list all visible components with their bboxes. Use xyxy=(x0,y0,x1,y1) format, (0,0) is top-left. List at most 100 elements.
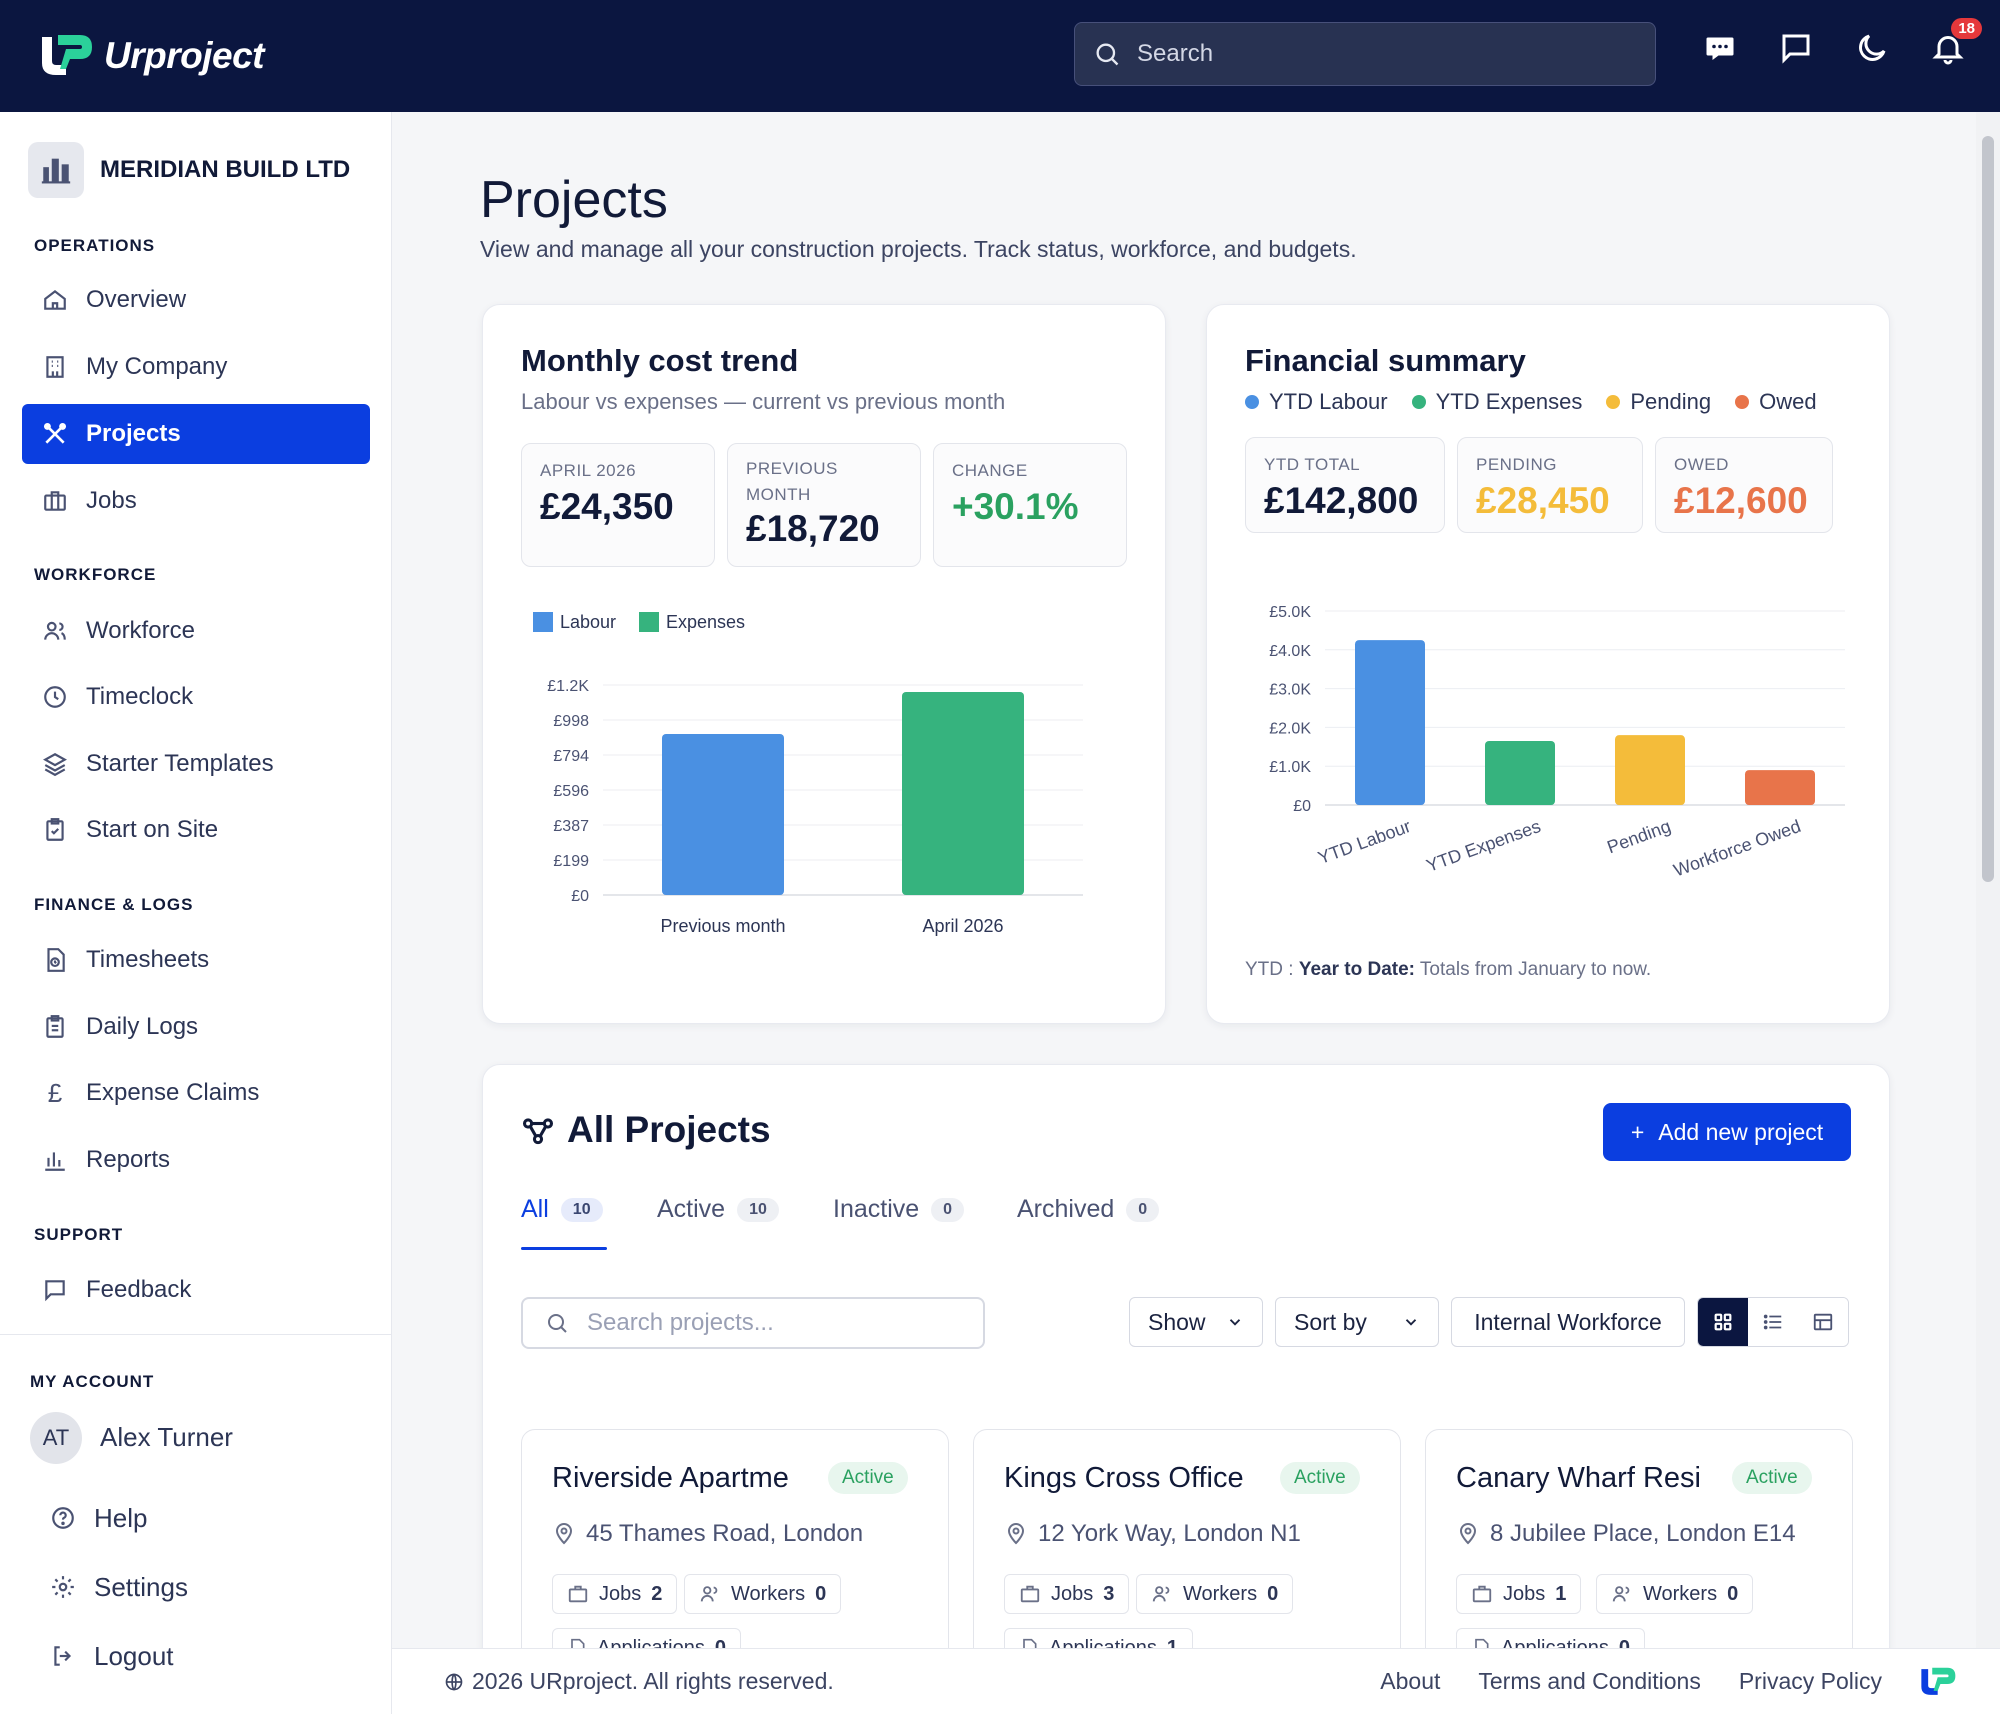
y-tick-label: £794 xyxy=(553,748,589,765)
message-square-icon xyxy=(45,1280,65,1302)
message-square-icon[interactable] xyxy=(1778,30,1814,66)
moon-icon[interactable] xyxy=(1854,30,1890,66)
project-network-icon xyxy=(522,1118,554,1145)
project-address: 12 York Way, London N1 xyxy=(1004,1520,1301,1548)
sidebar-item-daily-logs[interactable]: Daily Logs xyxy=(22,997,370,1057)
footer-link-privacy[interactable]: Privacy Policy xyxy=(1738,1668,1882,1694)
briefcase-icon xyxy=(568,1585,588,1603)
chat-bubble-icon[interactable] xyxy=(1702,30,1738,66)
map-pin-icon xyxy=(1007,1523,1025,1545)
status-badge: Active xyxy=(828,1462,908,1494)
internal-workforce-filter[interactable]: Internal Workforce xyxy=(1451,1297,1685,1347)
urproject-logo-icon xyxy=(42,35,92,75)
sidebar-item-label: Feedback xyxy=(86,1276,192,1303)
bar-ytd-expenses xyxy=(1485,740,1555,805)
bar-labour xyxy=(662,734,784,895)
tab-active[interactable]: Active 10 xyxy=(657,1195,779,1224)
sidebar-item-feedback[interactable]: Feedback xyxy=(22,1260,370,1320)
sidebar-item-label: My Company xyxy=(86,353,228,380)
main-content: Projects View and manage all your constr… xyxy=(392,112,1972,1704)
sidebar-item-label: Jobs xyxy=(86,487,137,514)
financial-summary-card: Financial summary YTD Labour YTD Expense… xyxy=(1206,304,1890,1024)
plus-icon: + xyxy=(1630,1118,1645,1145)
legend-pending: Pending xyxy=(1606,389,1711,415)
sidebar-item-timeclock[interactable]: Timeclock xyxy=(22,667,370,727)
y-tick-label: £1.2K xyxy=(547,678,589,695)
sidebar-item-logout[interactable]: Logout xyxy=(30,1626,378,1686)
x-tick-label: YTD Labour xyxy=(1315,816,1413,868)
company-name: MERIDIAN BUILD LTD xyxy=(100,156,351,183)
sidebar-item-my-company[interactable]: My Company xyxy=(22,337,370,397)
sidebar-item-expense-claims[interactable]: £ Expense Claims xyxy=(22,1063,370,1123)
stat-ytd-total: YTD TOTAL £142,800 xyxy=(1245,437,1445,533)
sidebar-item-workforce[interactable]: Workforce xyxy=(22,601,370,661)
search-placeholder: Search projects... xyxy=(587,1309,774,1336)
list-view-button[interactable] xyxy=(1748,1298,1798,1346)
ytd-footnote: YTD : Year to Date: Totals from January … xyxy=(1245,959,1652,980)
sidebar-item-reports[interactable]: Reports xyxy=(22,1130,370,1190)
sidebar-item-settings[interactable]: Settings xyxy=(30,1557,378,1617)
project-card[interactable]: Riverside Apartme Active 45 Thames Road,… xyxy=(521,1429,949,1689)
pound-icon: £ xyxy=(47,1077,63,1108)
sidebar-item-jobs[interactable]: Jobs xyxy=(22,471,370,531)
legend-label: Labour xyxy=(560,612,616,632)
sidebar-item-overview[interactable]: Overview xyxy=(22,270,370,330)
footer-link-terms[interactable]: Terms and Conditions xyxy=(1478,1668,1701,1694)
monthly-cost-trend-card: Monthly cost trend Labour vs expenses — … xyxy=(482,304,1166,1024)
company-switcher[interactable]: MERIDIAN BUILD LTD xyxy=(28,142,350,198)
sidebar-item-label: Daily Logs xyxy=(86,1013,199,1040)
sidebar-item-help[interactable]: Help xyxy=(30,1488,378,1548)
grid-view-button[interactable] xyxy=(1698,1298,1748,1346)
status-badge: Active xyxy=(1732,1462,1812,1494)
legend-owed: Owed xyxy=(1735,389,1817,415)
sidebar-item-label: Starter Templates xyxy=(86,750,274,777)
show-select[interactable]: Show xyxy=(1129,1297,1263,1347)
users-icon xyxy=(1612,1586,1630,1602)
scrollbar-thumb[interactable] xyxy=(1982,136,1994,882)
avatar[interactable]: AT xyxy=(30,1412,82,1464)
footer-link-about[interactable]: About xyxy=(1380,1668,1441,1694)
sidebar-item-start-on-site[interactable]: Start on Site xyxy=(22,800,370,860)
add-project-button[interactable]: + Add new project xyxy=(1603,1103,1851,1161)
tab-all[interactable]: All 10 xyxy=(521,1195,607,1250)
project-card[interactable]: Canary Wharf Resi Active 8 Jubilee Place… xyxy=(1425,1429,1853,1689)
bar-expenses xyxy=(902,692,1024,895)
user-name[interactable]: Alex Turner xyxy=(100,1422,233,1452)
sidebar-item-projects[interactable]: Projects xyxy=(22,404,370,464)
sort-by-select[interactable]: Sort by xyxy=(1275,1297,1439,1347)
y-tick-label: £1.0K xyxy=(1269,759,1311,776)
table-view-button[interactable] xyxy=(1798,1298,1848,1346)
tab-inactive[interactable]: Inactive 0 xyxy=(833,1195,965,1224)
search-placeholder: Search xyxy=(1137,40,1214,67)
legend-label: Expenses xyxy=(666,612,745,632)
workers-chip: Workers 0 xyxy=(1136,1574,1294,1614)
map-pin-icon xyxy=(555,1523,573,1545)
workers-chip: Workers 0 xyxy=(684,1574,842,1614)
brand-name: Urproject xyxy=(104,35,264,76)
file-clock-icon xyxy=(47,948,65,972)
sidebar-item-label: Reports xyxy=(86,1146,171,1173)
project-name: Riverside Apartme xyxy=(552,1462,789,1494)
project-card[interactable]: Kings Cross Office Active 12 York Way, L… xyxy=(973,1429,1401,1689)
stat-value: £28,450 xyxy=(1476,480,1610,521)
workers-chip: Workers 0 xyxy=(1596,1574,1754,1614)
briefcase-icon xyxy=(44,491,66,511)
tab-archived[interactable]: Archived 0 xyxy=(1017,1195,1160,1224)
legend-ytd-labour: YTD Labour xyxy=(1245,389,1388,415)
page-scrollbar[interactable] xyxy=(1976,112,2000,1648)
sidebar-item-label: Expense Claims xyxy=(86,1079,260,1106)
sidebar-item-timesheets[interactable]: Timesheets xyxy=(22,930,370,990)
stat-previous-month: PREVIOUS MONTH £18,720 xyxy=(727,443,921,567)
stat-owed: OWED £12,600 xyxy=(1655,437,1833,533)
stat-value: +30.1% xyxy=(952,486,1079,527)
stat-label: YTD TOTAL xyxy=(1264,455,1361,474)
card-title: Monthly cost trend xyxy=(521,343,799,378)
sidebar-item-starter-templates[interactable]: Starter Templates xyxy=(22,734,370,794)
sidebar-item-label: Logout xyxy=(94,1640,174,1671)
app-logo[interactable]: Urproject xyxy=(36,28,264,84)
stat-label: OWED xyxy=(1674,455,1729,474)
bell-icon[interactable]: 18 xyxy=(1930,18,1982,66)
briefcase-icon xyxy=(1020,1585,1040,1603)
project-search-input[interactable]: Search projects... xyxy=(521,1297,985,1349)
global-search[interactable]: Search xyxy=(1074,22,1656,86)
